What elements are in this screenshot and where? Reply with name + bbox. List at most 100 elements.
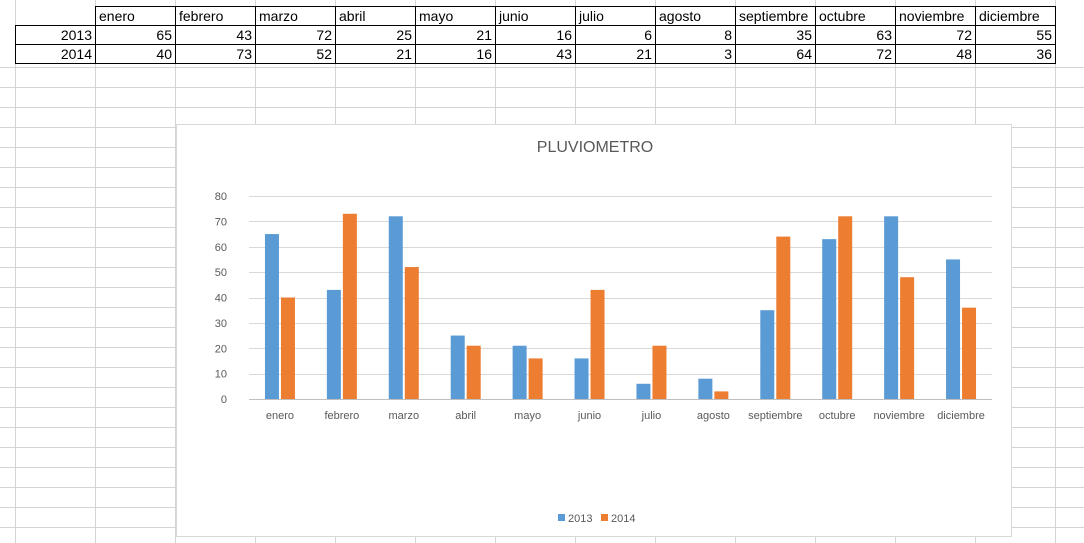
value-cell[interactable]: 21 [415,25,496,45]
header-cell[interactable]: mayo [415,6,496,26]
bar-2013-junio[interactable] [574,358,589,399]
year-cell[interactable]: 2014 [15,44,96,64]
value-cell[interactable]: 73 [175,44,256,64]
value-cell[interactable]: 36 [975,44,1056,64]
bar-2013-enero[interactable] [264,234,279,399]
table-header-row: enero febrero marzo abril mayo junio jul… [15,6,1056,26]
header-cell[interactable]: junio [495,6,576,26]
value-cell[interactable]: 65 [95,25,176,45]
x-tick-label: marzo [389,410,420,422]
bar-2014-septiembre[interactable] [776,236,791,399]
bar-2013-mayo[interactable] [512,345,527,399]
value-cell[interactable]: 6 [575,25,656,45]
y-axis-tick-labels: 0 10 20 30 40 50 60 70 80 [215,191,227,406]
legend: 2013 2014 [558,513,635,525]
y-tick-label: 10 [215,369,227,381]
header-cell[interactable]: octubre [815,6,896,26]
value-cell[interactable]: 63 [815,25,896,45]
y-tick-label: 40 [215,293,227,305]
legend-swatch [601,514,608,521]
header-cell[interactable]: marzo [255,6,336,26]
y-tick-label: 80 [215,191,227,203]
bar-2014-diciembre[interactable] [962,307,977,399]
data-table: enero febrero marzo abril mayo junio jul… [15,6,1056,64]
x-tick-label: septiembre [748,410,802,422]
x-tick-label: julio [641,410,662,422]
x-tick-label: octubre [819,410,856,422]
value-cell[interactable]: 52 [255,44,336,64]
x-tick-label: junio [577,410,601,422]
value-cell[interactable]: 21 [575,44,656,64]
bar-2014-enero[interactable] [280,297,295,400]
x-tick-label: agosto [697,410,730,422]
bar-2013-diciembre[interactable] [946,259,961,399]
bar-2013-agosto[interactable] [698,378,713,399]
bar-2014-mayo[interactable] [528,358,543,399]
value-cell[interactable]: 64 [735,44,816,64]
legend-label: 2013 [568,513,592,525]
y-tick-label: 50 [215,267,227,279]
bar-2014-marzo[interactable] [404,267,419,399]
legend-swatch [558,514,565,521]
value-cell[interactable]: 8 [655,25,736,45]
x-tick-label: mayo [514,410,541,422]
gridlines [249,196,992,400]
year-cell[interactable]: 2013 [15,25,96,45]
bar-2013-julio[interactable] [636,383,651,399]
bar-2014-abril[interactable] [466,345,481,399]
y-tick-label: 20 [215,343,227,355]
value-cell[interactable]: 16 [415,44,496,64]
header-corner-cell[interactable] [15,6,96,26]
table-row: 2013 65 43 72 25 21 16 6 8 35 63 72 55 [15,25,1056,45]
chart-area[interactable]: PLUVIOMETRO 0 10 20 30 40 50 60 70 80 enero febre… [176,124,1012,537]
bar-2014-agosto[interactable] [714,391,729,399]
value-cell[interactable]: 16 [495,25,576,45]
value-cell[interactable]: 21 [335,44,416,64]
bars [264,213,977,400]
x-tick-label: febrero [324,410,359,422]
bar-2013-marzo[interactable] [388,216,403,399]
bar-2013-septiembre[interactable] [760,310,775,399]
value-cell[interactable]: 55 [975,25,1056,45]
x-tick-label: noviembre [873,410,924,422]
bar-2013-octubre[interactable] [822,239,837,399]
x-tick-label: abril [455,410,476,422]
value-cell[interactable]: 35 [735,25,816,45]
value-cell[interactable]: 3 [655,44,736,64]
bar-2013-febrero[interactable] [326,289,341,399]
bar-2014-octubre[interactable] [838,216,853,399]
value-cell[interactable]: 43 [175,25,256,45]
header-cell[interactable]: abril [335,6,416,26]
y-tick-label: 30 [215,318,227,330]
bar-2013-noviembre[interactable] [884,216,899,399]
x-axis-tick-labels: enero febrero marzo abril mayo junio julio agos… [266,410,985,422]
y-tick-label: 0 [221,394,227,406]
value-cell[interactable]: 72 [255,25,336,45]
value-cell[interactable]: 72 [815,44,896,64]
bar-2014-junio[interactable] [590,289,605,399]
value-cell[interactable]: 72 [895,25,976,45]
y-tick-label: 60 [215,242,227,254]
header-cell[interactable]: agosto [655,6,736,26]
header-cell[interactable]: enero [95,6,176,26]
bar-2014-noviembre[interactable] [900,277,915,399]
header-cell[interactable]: noviembre [895,6,976,26]
header-cell[interactable]: diciembre [975,6,1056,26]
header-cell[interactable]: febrero [175,6,256,26]
value-cell[interactable]: 40 [95,44,176,64]
y-tick-label: 70 [215,216,227,228]
legend-label: 2014 [611,513,635,525]
x-tick-label: enero [266,410,294,422]
value-cell[interactable]: 43 [495,44,576,64]
bar-2014-febrero[interactable] [342,213,357,399]
value-cell[interactable]: 48 [895,44,976,64]
chart-svg: PLUVIOMETRO 0 10 20 30 40 50 60 70 80 enero febre… [215,139,992,525]
header-cell[interactable]: julio [575,6,656,26]
bar-2014-julio[interactable] [652,345,667,399]
header-cell[interactable]: septiembre [735,6,816,26]
x-tick-label: diciembre [937,410,985,422]
chart-title: PLUVIOMETRO [537,139,653,156]
bar-2013-abril[interactable] [450,335,465,399]
table-row: 2014 40 73 52 21 16 43 21 3 64 72 48 36 [15,44,1056,64]
value-cell[interactable]: 25 [335,25,416,45]
